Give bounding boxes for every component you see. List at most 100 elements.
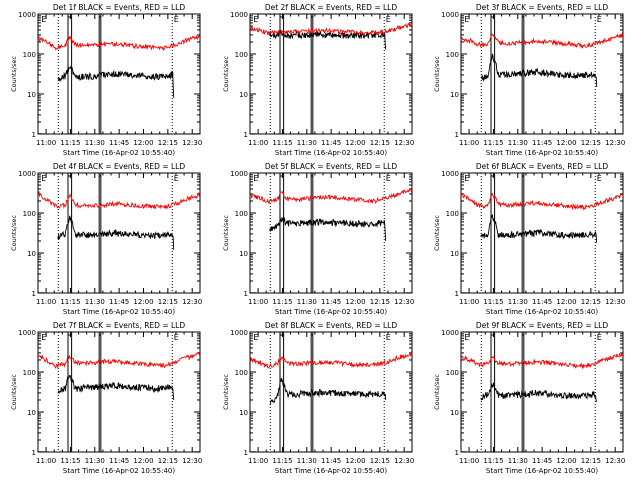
y-tick-label: 100 (23, 51, 36, 59)
y-tick-label: 10 (450, 250, 459, 258)
x-tick-label: 11:00 (248, 298, 268, 306)
x-tick-label: 12:15 (370, 139, 390, 147)
x-tick-label: 11:15 (483, 139, 503, 147)
x-tick-label: 12:00 (556, 457, 576, 465)
x-tick-label: 11:00 (36, 139, 56, 147)
y-tick-label: 10 (450, 91, 459, 99)
series-line-lld (461, 32, 624, 49)
x-tick-label: 12:15 (158, 298, 178, 306)
bracket-label: E (41, 174, 46, 183)
y-tick-label: 1000 (230, 11, 248, 19)
x-tick-label: 12:15 (581, 298, 601, 306)
x-tick-label: 11:30 (508, 298, 528, 306)
y-tick-label: 100 (23, 210, 36, 218)
bracket-label: E (41, 15, 46, 24)
x-tick-label: 12:30 (182, 457, 202, 465)
y-tick-label: 10 (239, 250, 248, 258)
x-tick-label: 12:15 (158, 457, 178, 465)
x-tick-label: 11:15 (272, 457, 292, 465)
y-tick-label: 1 (244, 449, 248, 457)
y-axis-label: Counts/sec (222, 374, 230, 410)
x-tick-label: 11:30 (85, 298, 105, 306)
bracket-label: E (597, 174, 602, 183)
y-tick-label: 10 (27, 409, 36, 417)
x-tick-label: 11:15 (483, 298, 503, 306)
y-tick-label: 1000 (230, 170, 248, 178)
x-tick-label: 12:00 (345, 139, 365, 147)
chart-title: Det 9f BLACK = Events, RED = LLD (476, 321, 609, 330)
x-tick-label: 11:15 (60, 457, 80, 465)
x-tick-label: 11:15 (60, 298, 80, 306)
bracket-label: E (253, 15, 258, 24)
bracket-label: E (253, 333, 258, 342)
series-line-events (269, 216, 387, 242)
y-tick-label: 1 (455, 449, 459, 457)
x-axis-label: Start Time (16-Apr-02 10:55:40) (275, 149, 387, 157)
x-tick-label: 11:00 (248, 457, 268, 465)
y-axis-label: Counts/sec (222, 56, 230, 92)
x-tick-label: 11:00 (36, 457, 56, 465)
series-line-events (57, 65, 175, 98)
x-tick-label: 11:30 (508, 457, 528, 465)
x-tick-label: 11:45 (321, 139, 341, 147)
y-tick-label: 1 (32, 449, 36, 457)
y-tick-label: 1000 (18, 11, 36, 19)
series-line-lld (37, 34, 201, 52)
x-tick-label: 12:30 (605, 298, 625, 306)
y-tick-label: 1 (244, 290, 248, 298)
series-line-events (57, 215, 175, 250)
x-tick-label: 11:15 (272, 139, 292, 147)
y-axis-label: Counts/sec (10, 56, 18, 92)
x-tick-label: 11:00 (459, 139, 479, 147)
series-line-events (480, 382, 598, 402)
x-tick-label: 11:30 (297, 298, 317, 306)
series-line-events (480, 214, 598, 243)
x-tick-label: 11:00 (248, 139, 268, 147)
x-axis-label: Start Time (16-Apr-02 10:55:40) (486, 308, 598, 316)
x-axis-label: Start Time (16-Apr-02 10:55:40) (486, 467, 598, 475)
y-tick-label: 1000 (18, 329, 36, 337)
y-tick-label: 1 (32, 131, 36, 139)
series-line-events (269, 29, 387, 50)
x-tick-label: 11:45 (321, 457, 341, 465)
x-tick-label: 12:15 (370, 298, 390, 306)
bracket-label: E (464, 333, 469, 342)
chart-title: Det 2f BLACK = Events, RED = LLD (265, 3, 398, 12)
y-axis-label: Counts/sec (10, 215, 18, 251)
plot-frame (249, 172, 413, 294)
y-tick-label: 10 (27, 250, 36, 258)
bracket-label: E (386, 15, 391, 24)
y-tick-label: 100 (446, 51, 459, 59)
x-tick-label: 12:30 (394, 298, 414, 306)
bracket-label: E (386, 174, 391, 183)
bracket-label: E (174, 174, 179, 183)
x-tick-label: 12:30 (394, 139, 414, 147)
chart-title: Det 1f BLACK = Events, RED = LLD (53, 3, 186, 12)
y-tick-label: 10 (27, 91, 36, 99)
series-line-lld (37, 190, 201, 210)
y-tick-label: 10 (450, 409, 459, 417)
x-tick-label: 12:30 (605, 457, 625, 465)
y-tick-label: 1 (455, 131, 459, 139)
x-axis-label: Start Time (16-Apr-02 10:55:40) (63, 149, 175, 157)
chart-title: Det 5f BLACK = Events, RED = LLD (265, 162, 398, 171)
x-tick-label: 11:30 (297, 139, 317, 147)
x-tick-label: 11:30 (85, 139, 105, 147)
y-tick-label: 100 (235, 51, 248, 59)
bracket-label: E (41, 333, 46, 342)
y-tick-label: 100 (446, 369, 459, 377)
x-tick-label: 12:00 (556, 298, 576, 306)
bracket-label: E (597, 15, 602, 24)
x-tick-label: 12:00 (556, 139, 576, 147)
x-axis-label: Start Time (16-Apr-02 10:55:40) (63, 308, 175, 316)
chart-title: Det 6f BLACK = Events, RED = LLD (476, 162, 609, 171)
x-tick-label: 11:15 (483, 457, 503, 465)
x-tick-label: 11:45 (321, 298, 341, 306)
detector-panel: 1 10 100 1000 11:00 11:15 11:30 11:45 12:00 12:15… (222, 162, 414, 316)
y-tick-label: 1000 (441, 170, 459, 178)
series-line-events (480, 53, 598, 88)
y-tick-label: 1000 (230, 329, 248, 337)
x-tick-label: 12:00 (133, 298, 153, 306)
x-tick-label: 12:00 (133, 457, 153, 465)
